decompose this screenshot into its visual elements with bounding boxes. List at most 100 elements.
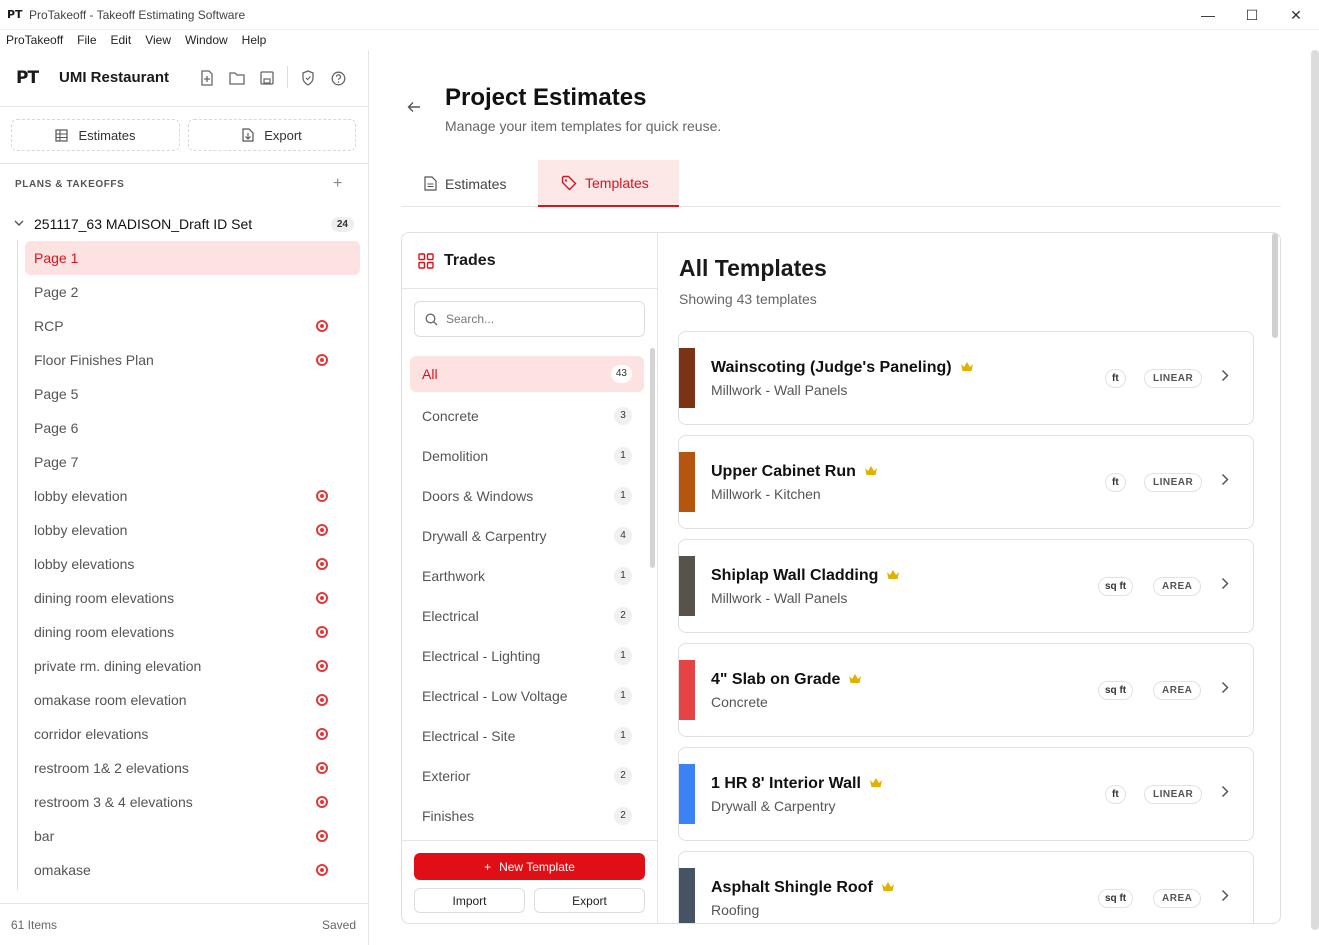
trade-item-label: All (422, 366, 438, 382)
page-item[interactable]: lobby elevation (25, 513, 360, 547)
page-item[interactable]: lobby elevations (25, 547, 360, 581)
page-item[interactable]: Floor Finishes Plan (25, 343, 360, 377)
tab-templates[interactable]: Templates (538, 160, 679, 207)
shield-icon[interactable] (300, 70, 316, 86)
menu-protakeoff[interactable]: ProTakeoff (6, 33, 64, 47)
template-card[interactable]: Wainscoting (Judge's Paneling) Millwork -… (678, 331, 1254, 425)
template-card[interactable]: 1 HR 8' Interior Wall Drywall & Carpentry… (678, 747, 1254, 841)
chevron-right-icon[interactable] (1221, 886, 1229, 907)
page-item-label: restroom 1& 2 elevations (34, 760, 189, 776)
trade-item[interactable]: Exterior 2 (410, 756, 644, 796)
page-item[interactable]: omakase room elevation (25, 683, 360, 717)
minimize-button[interactable]: — (1201, 7, 1215, 23)
page-item[interactable]: corridor elevations (25, 717, 360, 751)
trade-item[interactable]: All 43 (410, 356, 644, 392)
page-list: Page 1 Page 2 RCP Floor Finishes Plan Page 5… (25, 241, 360, 891)
open-folder-icon[interactable] (229, 70, 245, 86)
trade-item[interactable]: Concrete 3 (410, 396, 644, 436)
back-arrow-icon[interactable] (407, 100, 421, 116)
menu-view[interactable]: View (145, 33, 171, 47)
page-item[interactable]: private rm. dining elevation (25, 649, 360, 683)
maximize-button[interactable]: ☐ (1245, 6, 1259, 23)
page-item[interactable]: dining room elevations (25, 581, 360, 615)
trade-item[interactable]: Doors & Windows 1 (410, 476, 644, 516)
template-card[interactable]: Shiplap Wall Cladding Millwork - Wall Pan… (678, 539, 1254, 633)
trade-item-count: 1 (614, 687, 632, 705)
page-item-label: Page 6 (34, 420, 79, 436)
measure-type-badge: LINEAR (1144, 785, 1203, 804)
page-item[interactable]: lobby elevation (25, 479, 360, 513)
trade-search-input[interactable]: Search... (414, 301, 645, 337)
crown-icon (960, 360, 974, 375)
page-item[interactable]: bar (25, 819, 360, 853)
takeoff-target-icon (316, 524, 328, 536)
page-item-label: private rm. dining elevation (34, 658, 202, 674)
page-item[interactable]: Page 7 (25, 445, 360, 479)
page-item[interactable]: restroom 3 & 4 elevations (25, 785, 360, 819)
template-name: Shiplap Wall Cladding (711, 567, 900, 585)
trade-item[interactable]: Electrical - Site 1 (410, 716, 644, 756)
estimates-button[interactable]: Estimates (11, 119, 180, 151)
import-button[interactable]: Import (414, 888, 525, 913)
new-file-icon[interactable] (199, 70, 215, 86)
menu-edit[interactable]: Edit (110, 33, 132, 47)
trades-scrollbar[interactable] (650, 348, 655, 568)
tab-bar: Estimates Templates (401, 160, 1281, 207)
page-item[interactable]: Page 2 (25, 275, 360, 309)
trade-item[interactable]: Drywall & Carpentry 4 (410, 516, 644, 556)
trade-item-label: Exterior (422, 768, 471, 784)
page-item-label: omakase room elevation (34, 692, 187, 708)
chevron-right-icon[interactable] (1221, 470, 1229, 491)
templates-scrollbar[interactable] (1272, 233, 1278, 338)
trade-item-count: 2 (614, 607, 632, 625)
trade-item-count: 43 (610, 365, 632, 383)
page-item[interactable]: omakase (25, 853, 360, 887)
chevron-down-icon[interactable] (14, 218, 34, 230)
menu-window[interactable]: Window (184, 33, 228, 47)
trade-item[interactable]: Demolition 1 (410, 436, 644, 476)
page-item[interactable]: RCP (25, 309, 360, 343)
trade-item[interactable]: Earthwork 1 (410, 556, 644, 596)
template-card[interactable]: 4" Slab on Grade Concrete sq ft AREA (678, 643, 1254, 737)
measure-type-badge: LINEAR (1144, 369, 1203, 388)
plan-set-row[interactable]: 251117_63 MADISON_Draft ID Set 24 (14, 213, 354, 235)
export-templates-button[interactable]: Export (534, 888, 645, 913)
page-item[interactable]: dining room elevations (25, 615, 360, 649)
trade-item-label: Finishes (422, 808, 475, 824)
trade-item[interactable]: Electrical - Low Voltage 1 (410, 676, 644, 716)
help-icon[interactable] (330, 70, 346, 86)
tab-estimates[interactable]: Estimates (401, 160, 538, 207)
trade-item[interactable]: Electrical - Lighting 1 (410, 636, 644, 676)
page-item[interactable]: Page 5 (25, 377, 360, 411)
page-item[interactable]: Page 1 (25, 241, 360, 275)
menu-file[interactable]: File (77, 33, 97, 47)
close-button[interactable]: ✕ (1290, 6, 1302, 23)
page-item-label: restroom 3 & 4 elevations (34, 794, 193, 810)
new-template-button[interactable]: + New Template (414, 853, 645, 880)
template-card[interactable]: Asphalt Shingle Roof Roofing sq ft AREA (678, 851, 1254, 923)
chevron-right-icon[interactable] (1221, 574, 1229, 595)
save-icon[interactable] (259, 70, 275, 86)
trade-item[interactable]: Finishes 2 (410, 796, 644, 836)
menu-help[interactable]: Help (241, 33, 267, 47)
export-button[interactable]: Export (188, 119, 356, 151)
add-plan-icon[interactable]: + (333, 175, 343, 192)
page-scrollbar[interactable] (1311, 50, 1319, 930)
templates-count-text: Showing 43 templates (679, 291, 817, 307)
grid-icon (418, 252, 434, 269)
trades-title: Trades (444, 251, 496, 269)
page-item[interactable]: restroom 1& 2 elevations (25, 751, 360, 785)
template-card[interactable]: Upper Cabinet Run Millwork - Kitchen ft LIN… (678, 435, 1254, 529)
page-item-label: lobby elevations (34, 556, 135, 572)
unit-badge: sq ft (1098, 889, 1134, 908)
item-count: 61 Items (11, 918, 58, 932)
templates-panel: Trades Search... All 43 Concrete 3 Demolitio… (401, 232, 1281, 924)
search-icon (425, 313, 438, 325)
tab-templates-label: Templates (585, 174, 649, 191)
trade-item[interactable]: Electrical 2 (410, 596, 644, 636)
measure-type-badge: LINEAR (1144, 473, 1203, 492)
page-item[interactable]: Page 6 (25, 411, 360, 445)
chevron-right-icon[interactable] (1221, 366, 1229, 387)
chevron-right-icon[interactable] (1221, 678, 1229, 699)
chevron-right-icon[interactable] (1221, 782, 1229, 803)
